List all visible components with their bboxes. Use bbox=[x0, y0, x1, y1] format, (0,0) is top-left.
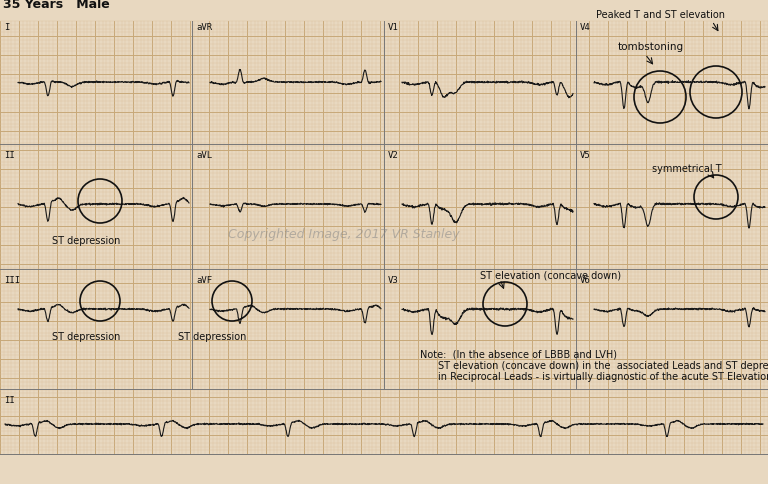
Text: in Reciprocal Leads - is virtually diagnostic of the acute ST Elevation MI.: in Reciprocal Leads - is virtually diagn… bbox=[438, 371, 768, 381]
Text: ST depression: ST depression bbox=[52, 332, 121, 341]
Text: Copyrighted Image, 2017 VR Stanley: Copyrighted Image, 2017 VR Stanley bbox=[228, 227, 459, 241]
Text: II: II bbox=[4, 395, 15, 404]
Text: 35 Years   Male: 35 Years Male bbox=[3, 0, 110, 11]
Text: I: I bbox=[4, 23, 9, 32]
Text: V2: V2 bbox=[388, 151, 399, 160]
Text: V4: V4 bbox=[580, 23, 591, 32]
Text: ST elevation (concave down) in the  associated Leads and ST depression: ST elevation (concave down) in the assoc… bbox=[438, 360, 768, 370]
Text: V6: V6 bbox=[580, 275, 591, 285]
Text: ST depression: ST depression bbox=[178, 332, 247, 341]
Text: V3: V3 bbox=[388, 275, 399, 285]
Text: aVF: aVF bbox=[196, 275, 212, 285]
Text: symmetrical T: symmetrical T bbox=[652, 164, 722, 174]
Text: II: II bbox=[4, 151, 15, 160]
Text: ST elevation (concave down): ST elevation (concave down) bbox=[480, 270, 621, 279]
Text: Note:  (In the absence of LBBB and LVH): Note: (In the absence of LBBB and LVH) bbox=[420, 349, 617, 359]
Text: tombstoning: tombstoning bbox=[618, 42, 684, 52]
Text: III: III bbox=[4, 275, 20, 285]
Text: ST depression: ST depression bbox=[52, 236, 121, 245]
Text: aVR: aVR bbox=[196, 23, 212, 32]
Text: V5: V5 bbox=[580, 151, 591, 160]
Text: aVL: aVL bbox=[196, 151, 212, 160]
Text: V1: V1 bbox=[388, 23, 399, 32]
Text: Peaked T and ST elevation: Peaked T and ST elevation bbox=[596, 10, 725, 20]
